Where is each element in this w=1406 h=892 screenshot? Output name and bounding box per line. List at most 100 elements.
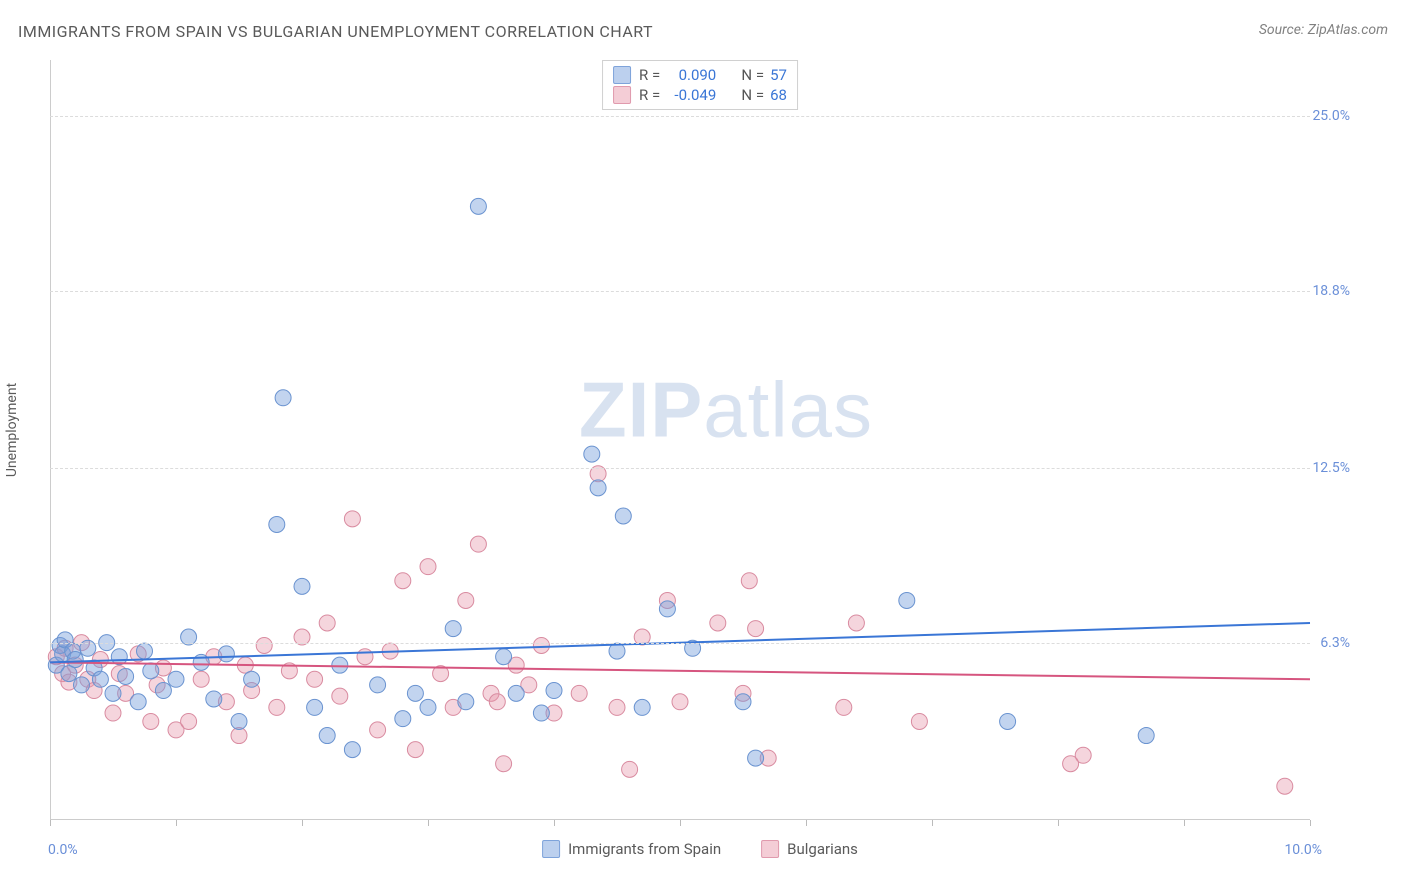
scatter-point <box>496 756 512 772</box>
scatter-point <box>634 699 650 715</box>
scatter-point <box>105 685 121 701</box>
chart-title: IMMIGRANTS FROM SPAIN VS BULGARIAN UNEMP… <box>18 22 653 41</box>
x-tick <box>932 820 933 826</box>
legend-r-label: R = <box>639 86 660 104</box>
scatter-point <box>735 694 751 710</box>
scatter-point <box>307 699 323 715</box>
scatter-point <box>92 671 108 687</box>
legend-series: Immigrants from Spain Bulgarians <box>542 840 858 858</box>
source-attribution: Source: ZipAtlas.com <box>1259 22 1388 38</box>
x-tick <box>554 820 555 826</box>
x-tick <box>680 820 681 826</box>
y-tick-label: 12.5% <box>1312 460 1350 476</box>
chart-plot-area: ZIPatlas R =0.090 N = 57R =-0.049 N = 68… <box>50 60 1350 820</box>
legend-series-item: Bulgarians <box>761 840 858 858</box>
legend-n-value: 68 <box>770 86 787 104</box>
scatter-point <box>420 559 436 575</box>
legend-n-label: N = <box>741 86 764 104</box>
gridline <box>50 291 1310 292</box>
scatter-point <box>155 683 171 699</box>
scatter-point <box>571 685 587 701</box>
gridline <box>50 116 1310 117</box>
gridline <box>50 643 1310 644</box>
plot-svg <box>50 60 1350 820</box>
x-tick <box>176 820 177 826</box>
scatter-point <box>319 615 335 631</box>
y-tick-label: 25.0% <box>1312 108 1350 124</box>
scatter-point <box>244 671 260 687</box>
legend-r-value: 0.090 <box>666 66 716 84</box>
legend-series-item: Immigrants from Spain <box>542 840 721 858</box>
scatter-point <box>496 649 512 665</box>
scatter-point <box>659 601 675 617</box>
x-tick <box>428 820 429 826</box>
scatter-point <box>193 671 209 687</box>
legend-n-label: N = <box>741 66 764 84</box>
scatter-point <box>445 621 461 637</box>
scatter-point <box>848 615 864 631</box>
scatter-point <box>395 573 411 589</box>
y-tick-label: 6.3% <box>1320 635 1350 651</box>
scatter-point <box>105 705 121 721</box>
scatter-point <box>590 480 606 496</box>
scatter-point <box>407 685 423 701</box>
scatter-point <box>130 694 146 710</box>
scatter-point <box>118 668 134 684</box>
legend-swatch <box>613 66 631 84</box>
legend-swatch <box>761 840 779 858</box>
scatter-point <box>420 699 436 715</box>
scatter-point <box>748 621 764 637</box>
x-tick <box>50 820 51 826</box>
scatter-point <box>710 615 726 631</box>
legend-series-label: Bulgarians <box>787 840 858 858</box>
legend-series-label: Immigrants from Spain <box>568 840 721 858</box>
legend-swatch <box>542 840 560 858</box>
scatter-point <box>584 446 600 462</box>
scatter-point <box>269 699 285 715</box>
scatter-point <box>344 742 360 758</box>
y-axis-label: Unemployment <box>4 383 20 477</box>
scatter-point <box>137 643 153 659</box>
scatter-point <box>168 671 184 687</box>
scatter-point <box>269 516 285 532</box>
x-tick <box>806 820 807 826</box>
scatter-point <box>458 592 474 608</box>
scatter-point <box>899 592 915 608</box>
scatter-point <box>370 722 386 738</box>
scatter-point <box>344 511 360 527</box>
scatter-point <box>1075 747 1091 763</box>
scatter-point <box>546 683 562 699</box>
scatter-point <box>615 508 631 524</box>
scatter-point <box>143 663 159 679</box>
x-tick <box>1058 820 1059 826</box>
scatter-point <box>143 713 159 729</box>
scatter-point <box>508 685 524 701</box>
scatter-point <box>61 666 77 682</box>
scatter-point <box>458 694 474 710</box>
scatter-point <box>489 694 505 710</box>
scatter-point <box>672 694 688 710</box>
scatter-point <box>256 637 272 653</box>
x-tick <box>302 820 303 826</box>
chart-header: IMMIGRANTS FROM SPAIN VS BULGARIAN UNEMP… <box>18 22 1388 41</box>
scatter-point <box>67 652 83 668</box>
scatter-point <box>307 671 323 687</box>
scatter-point <box>332 688 348 704</box>
scatter-point <box>370 677 386 693</box>
y-tick-label: 18.8% <box>1312 283 1350 299</box>
x-tick <box>1184 820 1185 826</box>
scatter-point <box>911 713 927 729</box>
legend-correlation-row: R =-0.049 N = 68 <box>613 85 787 105</box>
scatter-point <box>1277 778 1293 794</box>
scatter-point <box>622 761 638 777</box>
scatter-point <box>218 646 234 662</box>
scatter-point <box>407 742 423 758</box>
scatter-point <box>319 728 335 744</box>
scatter-point <box>231 713 247 729</box>
scatter-point <box>275 390 291 406</box>
scatter-point <box>748 750 764 766</box>
scatter-point <box>836 699 852 715</box>
scatter-point <box>470 198 486 214</box>
legend-correlation-row: R =0.090 N = 57 <box>613 65 787 85</box>
scatter-point <box>609 699 625 715</box>
